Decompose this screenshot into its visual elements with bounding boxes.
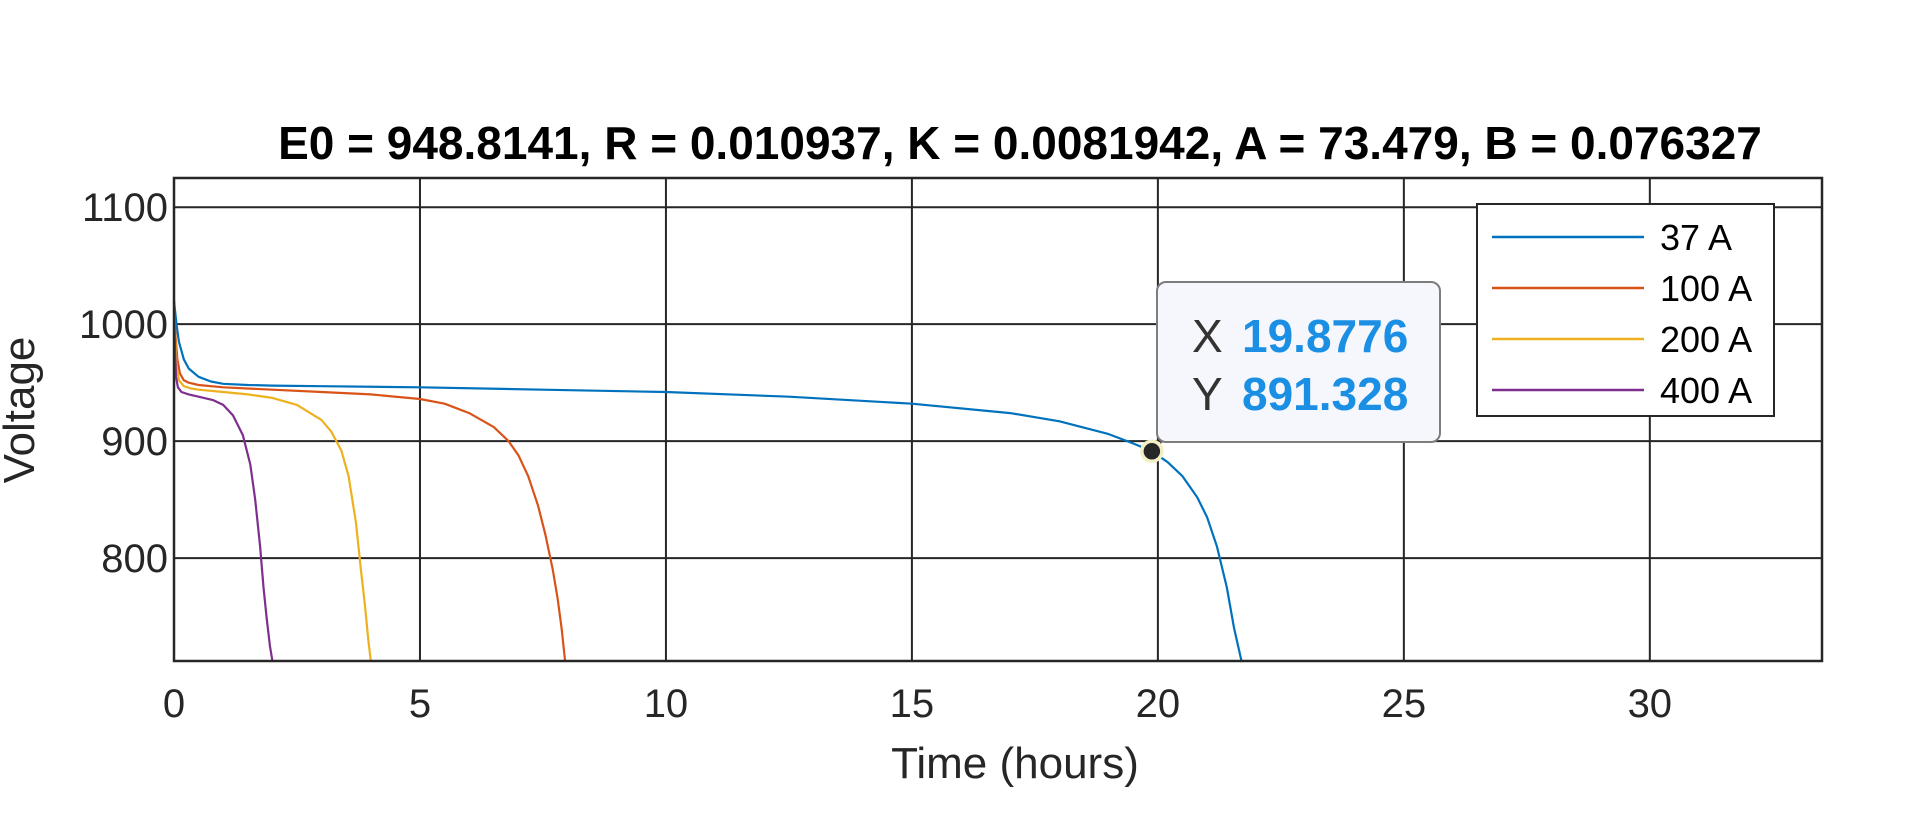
- x-tick-labels: 0 5 10 15 20 25 30: [163, 682, 1672, 726]
- legend-label: 200 A: [1660, 319, 1752, 360]
- x-tick-label: 20: [1136, 682, 1181, 726]
- x-tick-label: 25: [1382, 682, 1427, 726]
- x-tick-label: 30: [1628, 682, 1673, 726]
- y-tick-label: 900: [101, 420, 168, 464]
- y-tick-label: 1100: [82, 186, 168, 230]
- legend-label: 100 A: [1660, 268, 1752, 309]
- series-line-3: [172, 300, 372, 662]
- series-line-4: [172, 300, 274, 662]
- datatip[interactable]: X 19.8776 Y 891.328: [1140, 281, 1441, 464]
- axes-box: [172, 176, 1824, 663]
- legend-label: 400 A: [1660, 370, 1752, 411]
- y-tick-label: 800: [101, 537, 168, 581]
- y-axis-label: Voltage: [0, 337, 44, 484]
- datatip-x-value: 19.8776: [1242, 310, 1408, 362]
- series-line-1: [172, 300, 1243, 662]
- datatip-y-label: Y: [1192, 368, 1223, 420]
- legend: 37 A 100 A 200 A 400 A: [1476, 203, 1775, 417]
- x-tick-label: 0: [163, 682, 185, 726]
- y-tick-label: 1000: [79, 303, 168, 347]
- legend-label: 37 A: [1660, 217, 1732, 258]
- x-tick-label: 5: [409, 682, 431, 726]
- x-tick-label: 15: [890, 682, 935, 726]
- y-tick-labels: 800 900 1000 1100: [79, 186, 168, 581]
- x-axis-label: Time (hours): [891, 739, 1139, 788]
- datatip-marker[interactable]: [1140, 439, 1164, 464]
- datatip-x-label: X: [1192, 310, 1223, 362]
- datatip-box: [1156, 281, 1441, 443]
- series-line-2: [172, 306, 567, 662]
- x-tick-label: 10: [644, 682, 689, 726]
- chart-title: E0 = 948.8141, R = 0.010937, K = 0.00819…: [278, 117, 1762, 169]
- legend-box: [1476, 203, 1775, 417]
- datatip-y-value: 891.328: [1242, 368, 1408, 420]
- plot-area: [172, 300, 1243, 662]
